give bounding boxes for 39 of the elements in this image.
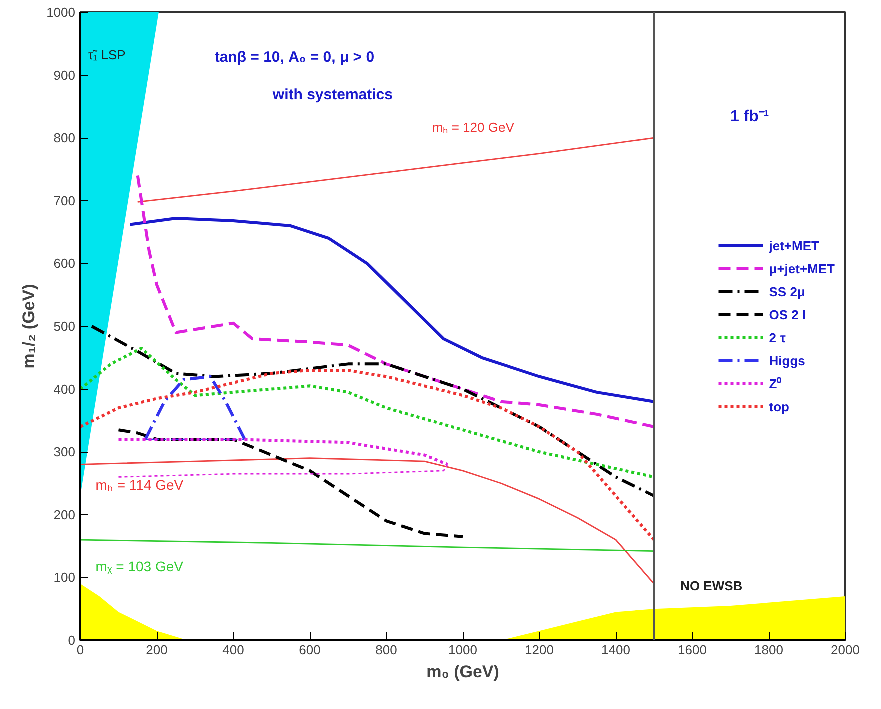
- x-tick-label: 1600: [678, 642, 707, 658]
- legend-label: SS 2μ: [769, 284, 806, 299]
- legend-label: jet+MET: [769, 238, 820, 253]
- x-tick-label: 1800: [754, 642, 784, 658]
- y-tick-label: 0: [68, 633, 76, 648]
- annotation: 1 fb⁻¹: [730, 108, 770, 126]
- legend-label: Higgs: [769, 353, 806, 368]
- legend-label: top: [769, 399, 790, 414]
- y-tick-label: 800: [54, 130, 76, 146]
- y-axis-title: m₁/₂ (GeV): [20, 284, 39, 369]
- legend-label: 2 τ: [769, 330, 787, 345]
- x-axis-title: m₀ (GeV): [426, 662, 500, 682]
- annotation: tanβ = 10, A₀ = 0, μ > 0: [214, 48, 375, 66]
- y-tick-label: 400: [54, 382, 76, 397]
- x-tick-label: 400: [222, 642, 244, 658]
- x-tick-label: 800: [376, 642, 398, 658]
- legend-label: Z⁰: [769, 376, 784, 392]
- annotation: mₕ = 120 GeV: [432, 120, 515, 135]
- legend-label: OS 2 l: [769, 307, 806, 322]
- annotation: mₕ = 114 GeV: [96, 476, 184, 493]
- y-tick-label: 700: [54, 193, 76, 208]
- annotation: mᵪ = 103 GeV: [96, 558, 184, 575]
- annotation: τ̃₁ LSP: [88, 48, 126, 63]
- y-tick-label: 300: [54, 444, 76, 460]
- x-tick-label: 200: [146, 642, 168, 658]
- annotation: NO EWSB: [680, 578, 743, 594]
- y-tick-label: 200: [54, 507, 76, 522]
- y-tick-label: 1000: [46, 5, 76, 20]
- x-tick-label: 1400: [602, 642, 630, 658]
- y-tick-label: 500: [54, 319, 76, 334]
- x-tick-label: 600: [299, 642, 321, 658]
- x-tick-label: 1200: [525, 642, 554, 658]
- y-tick-label: 100: [54, 570, 76, 586]
- x-tick-label: 2000: [831, 642, 860, 658]
- annotation: with systematics: [272, 86, 393, 104]
- y-tick-label: 600: [54, 256, 76, 272]
- x-tick-label: 1000: [448, 642, 478, 658]
- legend-label: μ+jet+MET: [769, 261, 835, 276]
- y-tick-label: 900: [54, 68, 76, 83]
